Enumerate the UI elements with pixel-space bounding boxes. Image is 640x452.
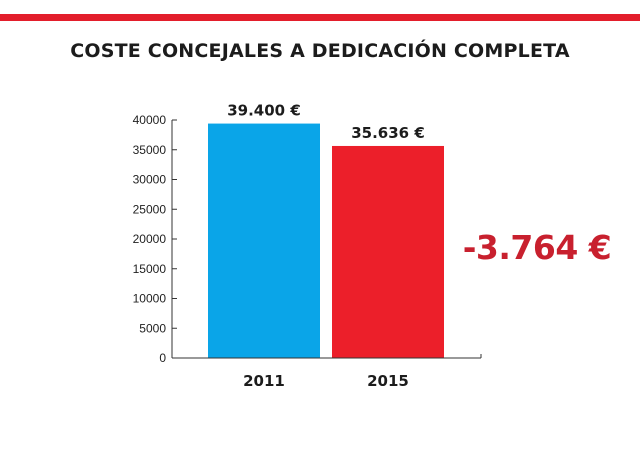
y-tick-label: 30000: [133, 173, 167, 187]
y-tick-label: 20000: [133, 232, 167, 246]
bar-2011: [208, 123, 320, 358]
y-tick-label: 35000: [133, 143, 167, 157]
bar-2015: [332, 145, 444, 358]
top-stripe: [0, 14, 640, 21]
data-label-2011: 39.400 €: [227, 102, 301, 120]
bars: 39.400 € 35.636 €: [208, 102, 444, 358]
y-tick-label: 5000: [139, 321, 166, 335]
data-label-2015: 35.636 €: [351, 124, 425, 142]
y-tick-label: 25000: [133, 202, 167, 216]
difference-annotation: -3.764 €: [462, 228, 612, 267]
category-label-2015: 2015: [367, 372, 409, 390]
chart-title: COSTE CONCEJALES A DEDICACIÓN COMPLETA: [70, 40, 570, 62]
y-tick-label: 0: [159, 351, 166, 365]
y-tick-label: 15000: [133, 262, 167, 276]
x-axis: 2011 2015: [172, 354, 482, 390]
y-tick-label: 40000: [133, 113, 167, 127]
y-axis: 0 5000 10000 15000 20000 25000 30000 35000 40000: [133, 113, 177, 365]
category-label-2011: 2011: [243, 372, 285, 390]
y-tick-label: 10000: [133, 292, 167, 306]
